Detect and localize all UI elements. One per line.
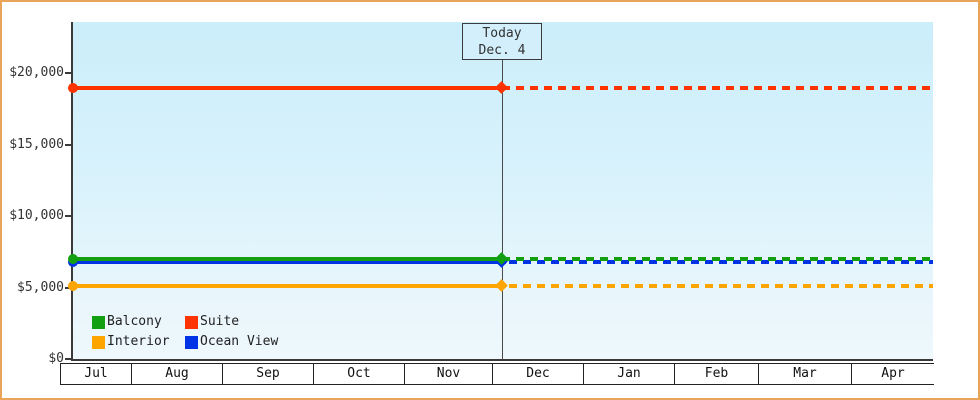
- legend-label: Suite: [200, 314, 240, 329]
- series-line-dotted-interior: [502, 284, 933, 289]
- series-start-marker-interior: [68, 281, 78, 292]
- series-line-dotted-balcony: [502, 257, 933, 262]
- series-line-solid-ocean-view: [73, 259, 502, 264]
- month-cell: Oct: [313, 363, 404, 385]
- series-line-solid-suite: [73, 85, 502, 90]
- y-tick-label: $15,000: [9, 136, 64, 152]
- month-cell: Aug: [131, 363, 222, 385]
- y-tick-label: $20,000: [9, 65, 64, 81]
- series-start-marker-balcony: [68, 254, 78, 265]
- month-cell: Jan: [583, 363, 674, 385]
- month-cell: Dec: [492, 363, 583, 385]
- y-tick-mark: [65, 358, 73, 360]
- y-tick-mark: [65, 143, 73, 146]
- legend-swatch: [185, 335, 198, 349]
- series-line-dotted-suite: [502, 85, 933, 90]
- legend-label: Interior: [107, 334, 170, 349]
- y-tick-mark: [65, 215, 73, 218]
- legend-item-suite: Suite: [185, 314, 239, 330]
- y-tick-label: $10,000: [9, 208, 64, 224]
- y-tick-mark: [65, 72, 73, 75]
- legend-label: Balcony: [107, 314, 162, 329]
- month-cell: Mar: [758, 363, 851, 385]
- month-cell: Feb: [674, 363, 758, 385]
- legend-swatch: [185, 315, 198, 329]
- series-line-solid-interior: [73, 284, 502, 289]
- series-line-dotted-ocean-view: [502, 259, 933, 264]
- month-cell: Apr: [851, 363, 934, 385]
- x-axis-month-band: Jul Aug Sep Oct Nov Dec Jan Feb Mar Apr: [60, 363, 934, 385]
- legend-label: Ocean View: [200, 334, 279, 349]
- month-cell: Nov: [404, 363, 492, 385]
- legend-item-interior: Interior: [92, 334, 170, 350]
- x-axis-line: [71, 359, 933, 361]
- plot-area: [73, 22, 933, 359]
- y-tick-label: $0: [48, 351, 64, 366]
- today-date: Dec. 4: [478, 43, 526, 58]
- series-start-marker-suite: [68, 82, 78, 93]
- today-vertical-line: [502, 24, 503, 359]
- y-tick-label: $5,000: [17, 279, 64, 295]
- month-cell: Sep: [222, 363, 313, 385]
- legend-item-balcony: Balcony: [92, 314, 162, 330]
- today-annotation: Today Dec. 4: [462, 23, 542, 60]
- today-label: Today: [482, 26, 522, 41]
- legend-swatch: [92, 335, 105, 349]
- y-axis-line: [71, 22, 73, 361]
- series-line-solid-balcony: [73, 257, 502, 262]
- legend-item-ocean-view: Ocean View: [185, 334, 278, 350]
- month-cell: Jul: [60, 363, 131, 385]
- legend-swatch: [92, 315, 105, 329]
